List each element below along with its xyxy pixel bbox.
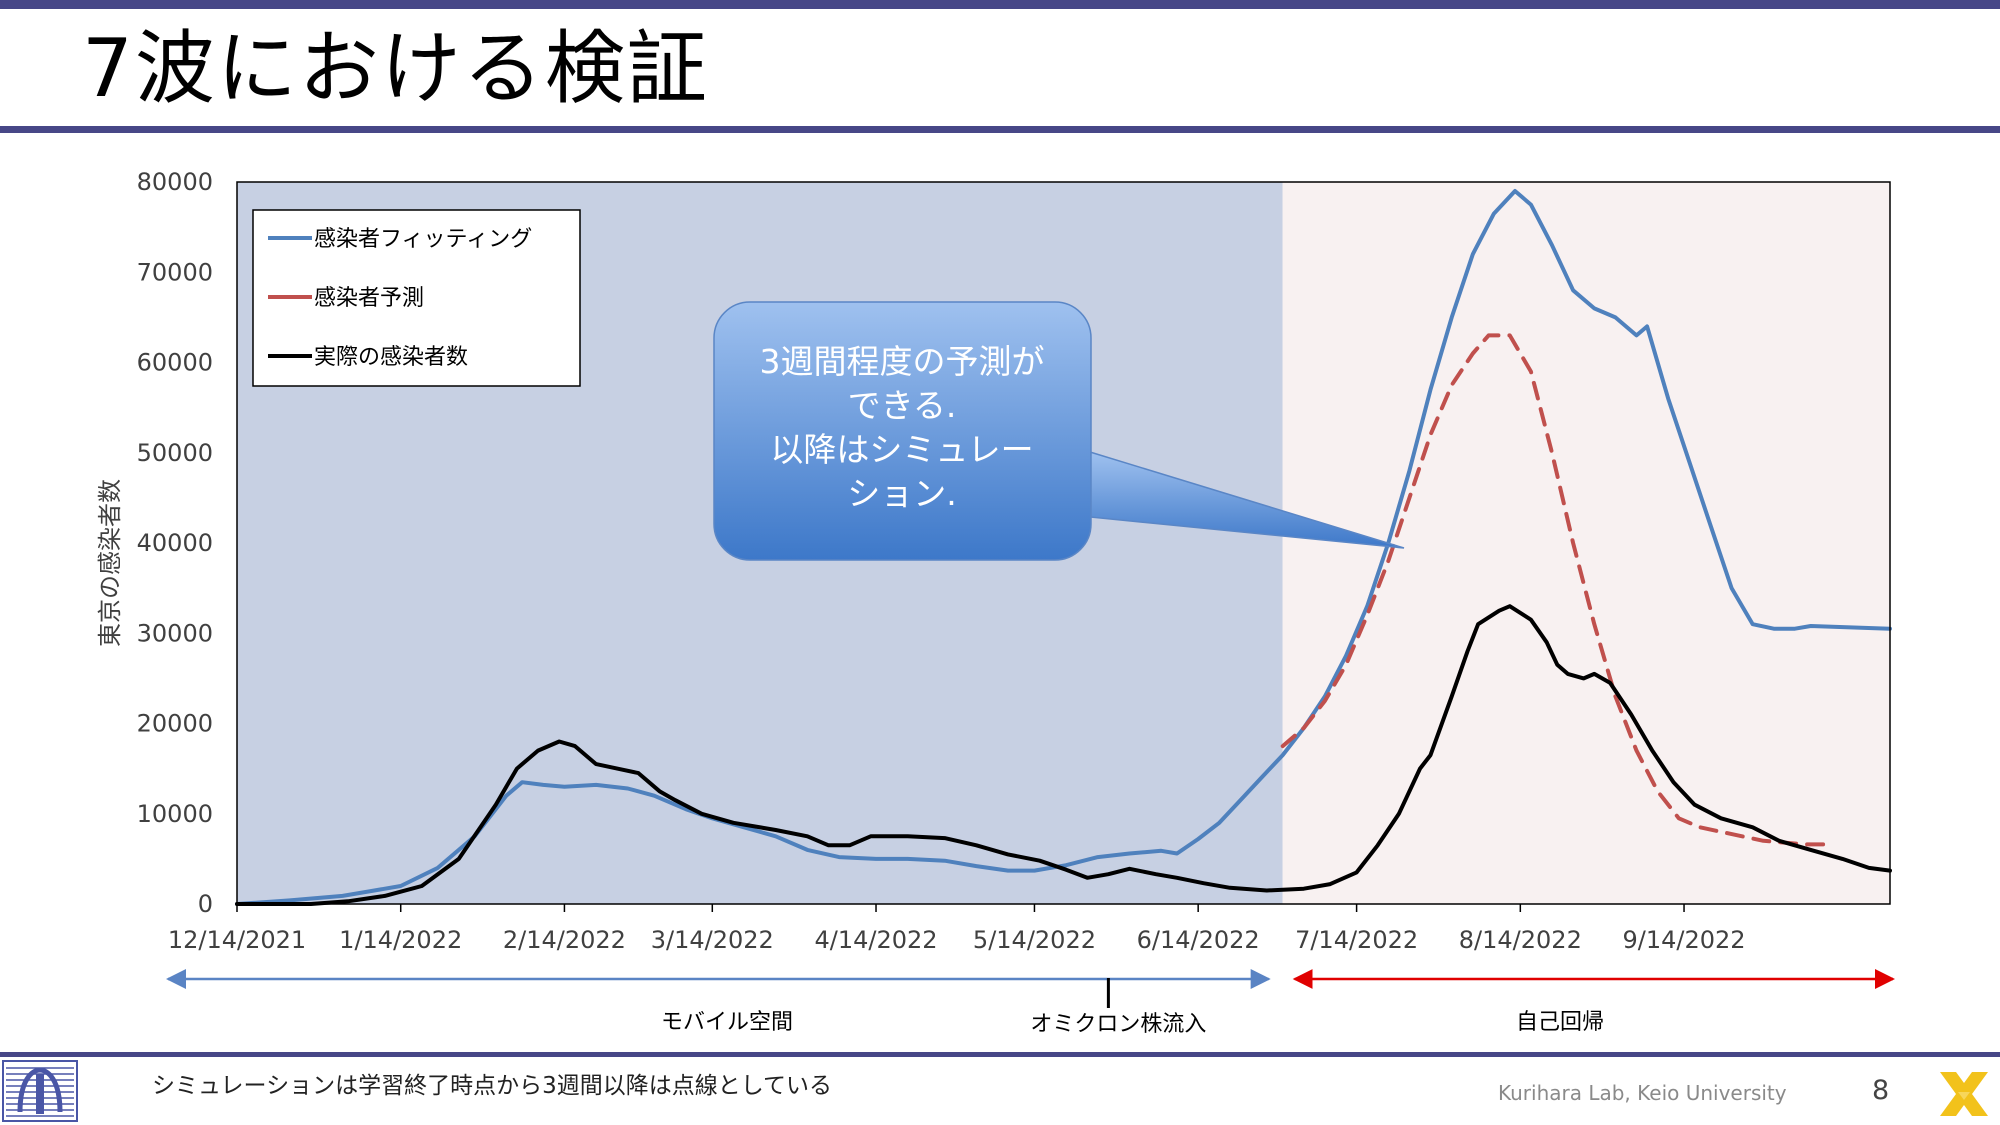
title-rule — [0, 126, 2000, 133]
y-tick-label: 0 — [198, 890, 213, 918]
y-axis-label: 東京の感染者数 — [96, 479, 124, 647]
series-line-0 — [235, 189, 1892, 906]
x-tick-label: 3/14/2022 — [651, 926, 774, 954]
x-tick-label: 6/14/2022 — [1137, 926, 1260, 954]
footnote: シミュレーションは学習終了時点から3週間以降は点線としている — [152, 1073, 833, 1099]
lab-logo-icon — [2, 1060, 78, 1122]
series-line-1 — [1280, 333, 1834, 847]
x-tick-label: 7/14/2022 — [1295, 926, 1418, 954]
y-tick-label: 30000 — [137, 619, 213, 647]
callout-line-2: できる. — [848, 386, 957, 425]
callout-line-1: 3週間程度の予測が — [760, 342, 1045, 381]
callout-line-4: ション. — [847, 474, 957, 513]
x-tick-label: 5/14/2022 — [973, 926, 1096, 954]
y-tick-label: 60000 — [137, 349, 213, 377]
legend-label: 感染者フィッティング — [314, 227, 532, 252]
bottom-rule — [0, 1052, 2000, 1057]
y-tick-label: 10000 — [137, 800, 213, 828]
callout-line-3: 以降はシミュレー — [770, 430, 1033, 469]
legend-label: 実際の感染者数 — [314, 345, 468, 370]
ar-period-label: 自己回帰 — [1516, 1010, 1604, 1035]
y-tick-label: 80000 — [137, 168, 213, 196]
x-tick-label: 8/14/2022 — [1459, 926, 1582, 954]
callout: 3週間程度の予測が できる. 以降はシミュレー ション. — [713, 301, 1405, 561]
page-number: 8 — [1872, 1075, 1890, 1106]
x-tick-label: 12/14/2021 — [168, 926, 306, 954]
x-tick-label: 4/14/2022 — [814, 926, 937, 954]
y-tick-label: 50000 — [137, 439, 213, 467]
plot-frame — [236, 181, 1891, 905]
x-tick-label: 1/14/2022 — [339, 926, 462, 954]
infection-chart: 0 10000 20000 30000 40000 50000 60000 70000 8000… — [96, 168, 1895, 1037]
omicron-label: オミクロン株流入 — [1030, 1012, 1206, 1037]
y-tick-label: 20000 — [137, 710, 213, 738]
slide-title: 7波における検証 — [82, 22, 709, 115]
y-tick-label: 40000 — [137, 529, 213, 557]
series-line-2 — [235, 604, 1892, 906]
legend-label: 感染者予測 — [314, 286, 424, 311]
top-bar — [0, 0, 2000, 9]
y-tick-label: 70000 — [137, 258, 213, 286]
x-tick-label: 2/14/2022 — [503, 926, 626, 954]
corner-logo-icon — [1940, 1072, 1988, 1116]
mobile-period-label: モバイル空間 — [661, 1010, 793, 1035]
lab-credit: Kurihara Lab, Keio University — [1498, 1081, 1787, 1105]
x-tick-label: 9/14/2022 — [1623, 926, 1746, 954]
